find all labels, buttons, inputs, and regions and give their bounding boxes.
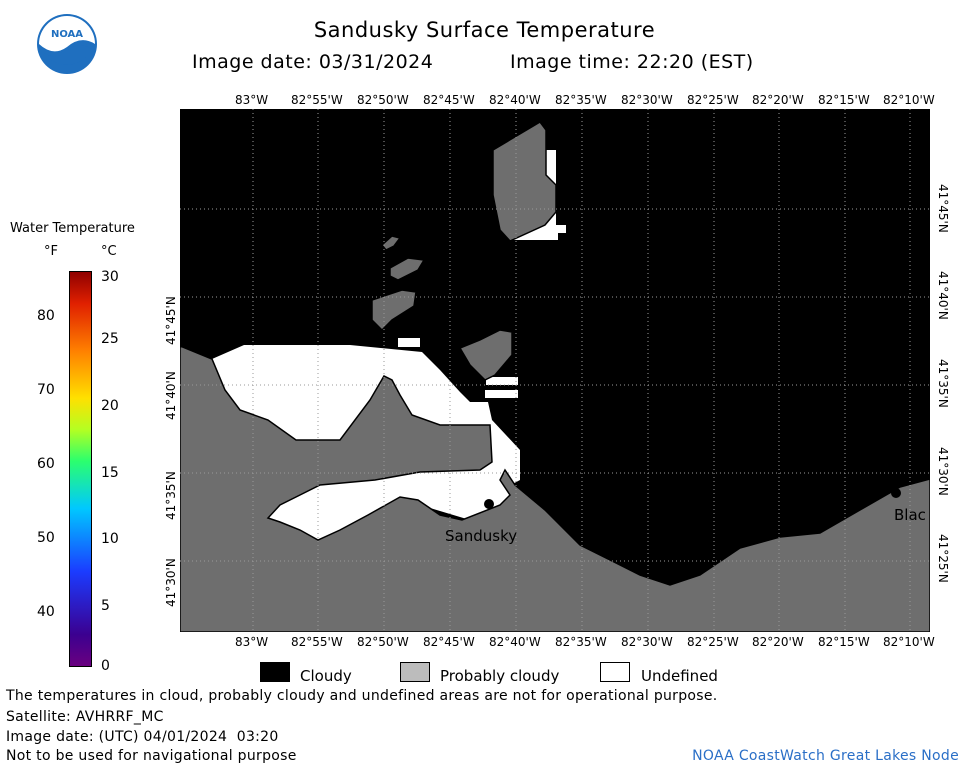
lat-label: 41°30'N (936, 447, 950, 496)
legend-undefined: Undefined (641, 667, 718, 685)
c-tick: 0 (101, 658, 110, 674)
legend-swatch-cloudy (260, 662, 290, 682)
lon-label-bottom: 82°20'W (752, 635, 804, 649)
lat-label: 41°40'N (164, 371, 178, 420)
legend-cloudy: Cloudy (300, 667, 352, 685)
lat-labels-right: 41°45'N 41°40'N 41°35'N 41°30'N 41°25'N (936, 184, 950, 583)
lon-label-bottom: 82°15'W (818, 635, 870, 649)
lon-label-top: 82°55'W (291, 93, 343, 107)
lon-label-top: 82°45'W (423, 93, 475, 107)
c-tick: 25 (101, 331, 119, 347)
lon-label-top: 82°35'W (555, 93, 607, 107)
lon-label-bottom: 83°W (235, 635, 269, 649)
lat-label: 41°35'N (164, 471, 178, 520)
image-date: Image date: 03/31/2024 (192, 51, 434, 73)
f-tick: 60 (37, 456, 55, 472)
lon-label-top: 83°W (235, 93, 269, 107)
map-title: Sandusky Surface Temperature (313, 18, 656, 42)
lon-label-bottom: 82°30'W (621, 635, 673, 649)
lon-label-top: 82°15'W (818, 93, 870, 107)
lon-label-bottom: 82°45'W (423, 635, 475, 649)
map-area: Sandusky Blac (180, 109, 930, 632)
image-time: Image time: 22:20 (EST) (510, 51, 754, 73)
lat-label: 41°45'N (936, 184, 950, 233)
lon-label-bottom: 82°50'W (357, 635, 409, 649)
noaa-logo: NOAA (37, 14, 97, 74)
unit-celsius: °C (101, 244, 117, 259)
legend-swatch-probably-cloudy (400, 662, 430, 682)
legend-probably-cloudy: Probably cloudy (440, 667, 560, 685)
lat-labels-left: 41°45'N 41°40'N 41°35'N 41°30'N 41°25'N (164, 296, 178, 607)
lon-label-top: 82°40'W (489, 93, 541, 107)
c-tick: 5 (101, 598, 110, 614)
legend-swatch-undefined (600, 662, 630, 682)
lat-label: 41°45'N (164, 296, 178, 345)
svg-text:NOAA: NOAA (51, 29, 83, 40)
lon-label-bottom: 82°25'W (687, 635, 739, 649)
lon-label-bottom: 82°55'W (291, 635, 343, 649)
lat-label: 41°40'N (936, 271, 950, 320)
satellite-text: Satellite: AVHRRF_MC (6, 709, 164, 725)
navigation-warning: Not to be used for navigational purpose (6, 748, 297, 764)
lat-label: 41°30'N (164, 558, 178, 607)
lon-label-top: 82°50'W (357, 93, 409, 107)
lat-label: 41°25'N (936, 534, 950, 583)
unit-fahrenheit: °F (44, 244, 58, 259)
utc-date-text: Image date: (UTC) 04/01/2024 03:20 (6, 729, 279, 745)
temperature-colorbar (69, 271, 92, 667)
sandusky-marker (484, 499, 494, 509)
probably-cloudy-areas (180, 121, 930, 632)
lat-label: 41°35'N (936, 359, 950, 408)
c-tick: 20 (101, 398, 119, 414)
sandusky-label: Sandusky (445, 527, 517, 545)
f-tick: 70 (37, 382, 55, 398)
graticule (180, 109, 930, 632)
c-tick: 30 (101, 269, 119, 285)
lon-label-top: 82°25'W (687, 93, 739, 107)
credit-text: NOAA CoastWatch Great Lakes Node (692, 748, 959, 764)
lon-label-bottom: 82°35'W (555, 635, 607, 649)
east-town-marker (891, 488, 901, 498)
lon-label-bottom: 82°10'W (883, 635, 935, 649)
lon-label-top: 82°20'W (752, 93, 804, 107)
lon-label-top: 82°10'W (883, 93, 935, 107)
lon-label-bottom: 82°40'W (489, 635, 541, 649)
f-tick: 50 (37, 530, 55, 546)
c-tick: 10 (101, 531, 119, 547)
disclaimer-text: The temperatures in cloud, probably clou… (6, 688, 718, 704)
east-town-label: Blac (894, 506, 926, 524)
c-tick: 15 (101, 465, 119, 481)
f-tick: 40 (37, 604, 55, 620)
colorbar-title: Water Temperature (10, 221, 135, 236)
f-tick: 80 (37, 308, 55, 324)
lon-label-top: 82°30'W (621, 93, 673, 107)
